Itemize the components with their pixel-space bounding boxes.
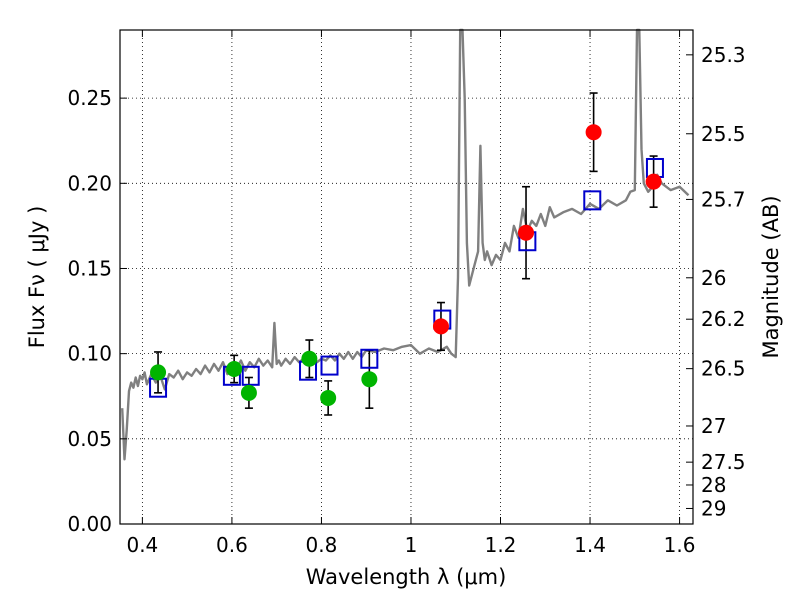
y-tick-label: 0.10	[67, 342, 112, 366]
y-tick-label: 0.00	[67, 512, 112, 536]
x-axis-label: Wavelength λ (μm)	[306, 565, 507, 589]
y-tick-label: 0.25	[67, 86, 112, 110]
y2-axis-label: Magnitude (AB)	[759, 195, 783, 358]
y-tick-label: 0.20	[67, 171, 112, 195]
data-point	[585, 124, 602, 141]
axis-ticks: 0.4 0.6 0.8 1 1.2 1.4 1.6 0.00 0.05 0.10 0.15 0.20 0…	[67, 30, 746, 557]
y2-tick-label: 27.5	[701, 450, 746, 474]
y2-tick-label: 25.5	[701, 122, 746, 146]
plot-frame	[119, 29, 694, 525]
data-point	[518, 224, 535, 241]
x-tick-label: 0.8	[306, 533, 338, 557]
template-line	[121, 28, 690, 461]
grid-lines	[120, 30, 693, 525]
y2-tick-label: 29	[701, 496, 726, 520]
x-tick-label: 1.4	[574, 533, 606, 557]
x-tick-label: 1.6	[664, 533, 696, 557]
y2-tick-label: 25.3	[701, 43, 746, 67]
x-tick-label: 0.4	[126, 533, 158, 557]
photometry-points	[150, 124, 662, 406]
x-tick-label: 1	[405, 533, 418, 557]
template-spectrum	[121, 28, 690, 461]
y2-tick-label: 28	[701, 473, 726, 497]
model-box	[320, 355, 339, 376]
data-point	[432, 318, 449, 335]
x-tick-label: 1.2	[485, 533, 517, 557]
y2-tick-label: 26	[701, 266, 726, 290]
data-point	[361, 371, 378, 388]
model-box	[360, 348, 379, 369]
y2-tick-label: 27	[701, 414, 726, 438]
data-point	[226, 360, 243, 377]
y2-tick-label: 25.7	[701, 187, 746, 211]
model-boxes	[149, 157, 664, 398]
x-tick-label: 0.6	[216, 533, 248, 557]
model-box	[241, 365, 260, 386]
y2-tick-label: 26.5	[701, 357, 746, 381]
data-point	[645, 173, 662, 190]
data-point	[301, 350, 318, 367]
axis-labels: Wavelength λ (μm) Flux Fν ( μJy ) Magnit…	[25, 195, 783, 589]
data-point	[240, 384, 257, 401]
y-axis-label: Flux Fν ( μJy )	[25, 206, 49, 349]
y2-tick-label: 26.2	[701, 307, 746, 331]
data-point	[320, 389, 337, 406]
y-tick-label: 0.05	[67, 427, 112, 451]
model-box	[583, 190, 602, 211]
y-tick-label: 0.15	[67, 256, 112, 280]
data-point	[150, 364, 167, 381]
